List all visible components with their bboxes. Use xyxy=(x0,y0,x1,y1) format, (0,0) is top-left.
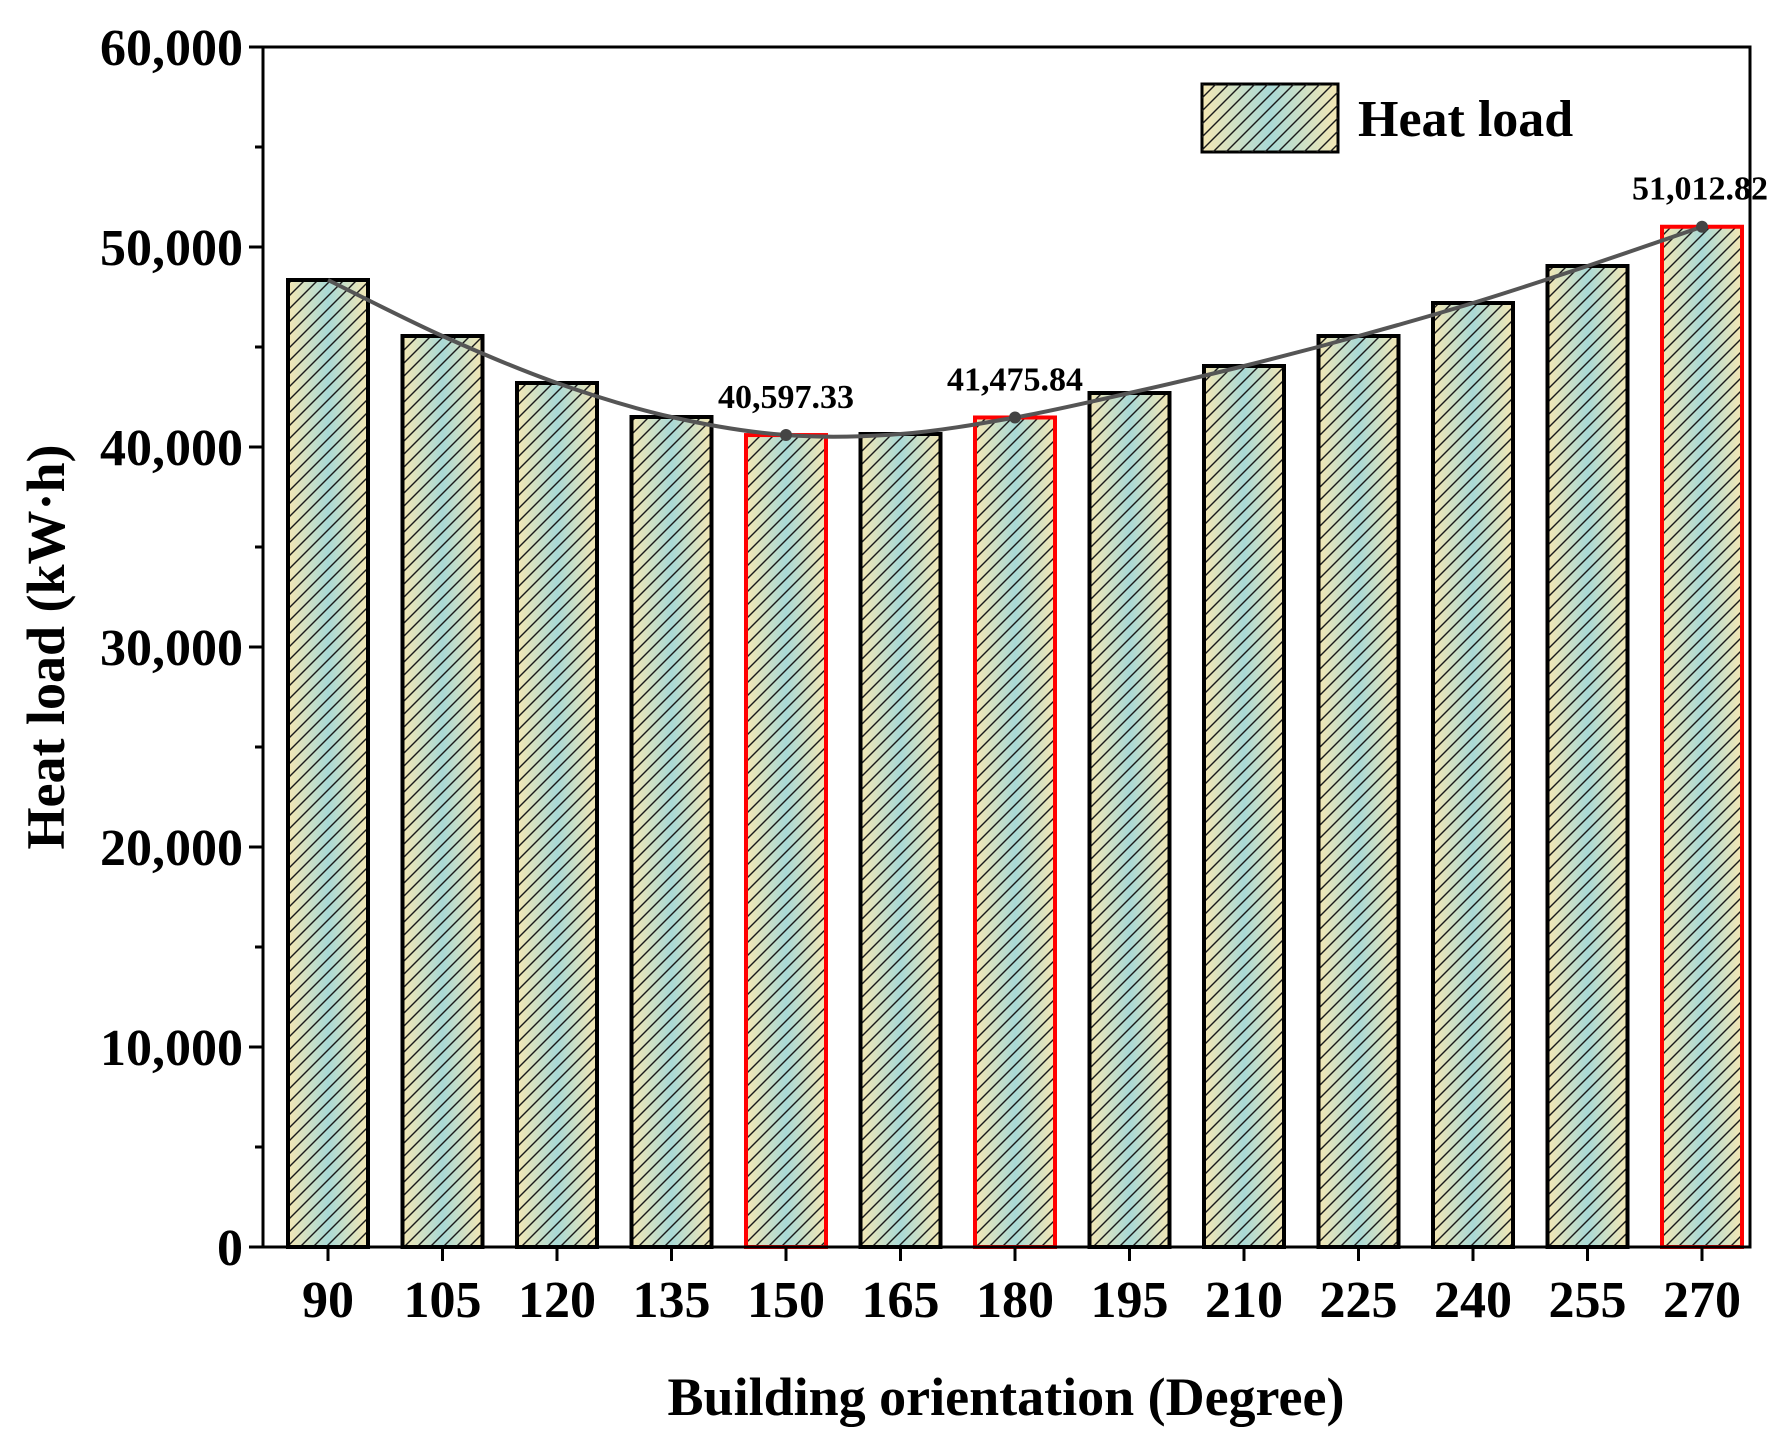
bar-outline-225 xyxy=(1316,334,1401,1249)
y-tick-label: 60,000 xyxy=(100,20,243,77)
legend: Heat load xyxy=(1200,82,1573,154)
bar-outline-165 xyxy=(858,432,943,1249)
x-tick-label-165: 165 xyxy=(862,1272,940,1329)
y-axis-title: Heat load (kW·h) xyxy=(16,444,76,849)
annotation-point-270 xyxy=(1696,220,1708,233)
annotations-group: 40,597.33 41,475.84 51,012.82 xyxy=(718,171,1768,442)
annotation-label-270: 51,012.82 xyxy=(1632,171,1768,208)
y-tick-label: 30,000 xyxy=(100,620,243,677)
y-axis: 0 10,000 20,000 30,000 40,000 50,000 60,000 xyxy=(100,20,263,1277)
bar-outline-135 xyxy=(629,415,714,1249)
y-tick-label: 50,000 xyxy=(100,220,243,277)
annotation-point-150 xyxy=(780,429,792,442)
x-tick-label-240: 240 xyxy=(1434,1272,1512,1329)
bar-outline-195 xyxy=(1087,391,1172,1249)
bars-group xyxy=(286,224,1744,1250)
bar-outline-210 xyxy=(1202,364,1286,1249)
x-tick-label-195: 195 xyxy=(1091,1272,1169,1329)
bar-outline-90 xyxy=(286,278,370,1249)
bar-outline-105 xyxy=(400,334,485,1249)
annotation-point-180 xyxy=(1009,411,1021,424)
x-tick-label-225: 225 xyxy=(1320,1272,1398,1329)
bar-outline-150 xyxy=(744,433,828,1249)
x-tick-label-120: 120 xyxy=(518,1272,596,1329)
x-tick-label-90: 90 xyxy=(302,1272,354,1329)
x-tick-label-210: 210 xyxy=(1205,1272,1283,1329)
bar-outline-255 xyxy=(1545,264,1630,1249)
x-tick-label-105: 105 xyxy=(404,1272,482,1329)
bar-outline-180 xyxy=(973,415,1057,1249)
x-tick-label-270: 270 xyxy=(1663,1272,1741,1329)
y-tick-label: 40,000 xyxy=(100,420,243,477)
x-axis: 90 105 120 135 150 165 180 195 210 225 240 255 270 xyxy=(302,1247,1741,1329)
x-tick-label-180: 180 xyxy=(976,1272,1054,1329)
legend-swatch-hatch xyxy=(1202,84,1338,152)
bar-outline-120 xyxy=(515,381,599,1249)
legend-label: Heat load xyxy=(1358,91,1573,148)
annotation-label-150: 40,597.33 xyxy=(718,379,854,416)
bar-outline-270 xyxy=(1660,224,1744,1250)
y-tick-label: 0 xyxy=(217,1220,243,1277)
x-tick-label-135: 135 xyxy=(633,1272,711,1329)
x-tick-label-150: 150 xyxy=(747,1272,825,1329)
y-tick-label: 10,000 xyxy=(100,1020,243,1077)
x-axis-title: Building orientation (Degree) xyxy=(668,1367,1345,1427)
y-tick-label: 20,000 xyxy=(100,820,243,877)
x-tick-label-255: 255 xyxy=(1549,1272,1627,1329)
bar-outline-240 xyxy=(1431,301,1515,1249)
annotation-label-180: 41,475.84 xyxy=(947,361,1083,398)
